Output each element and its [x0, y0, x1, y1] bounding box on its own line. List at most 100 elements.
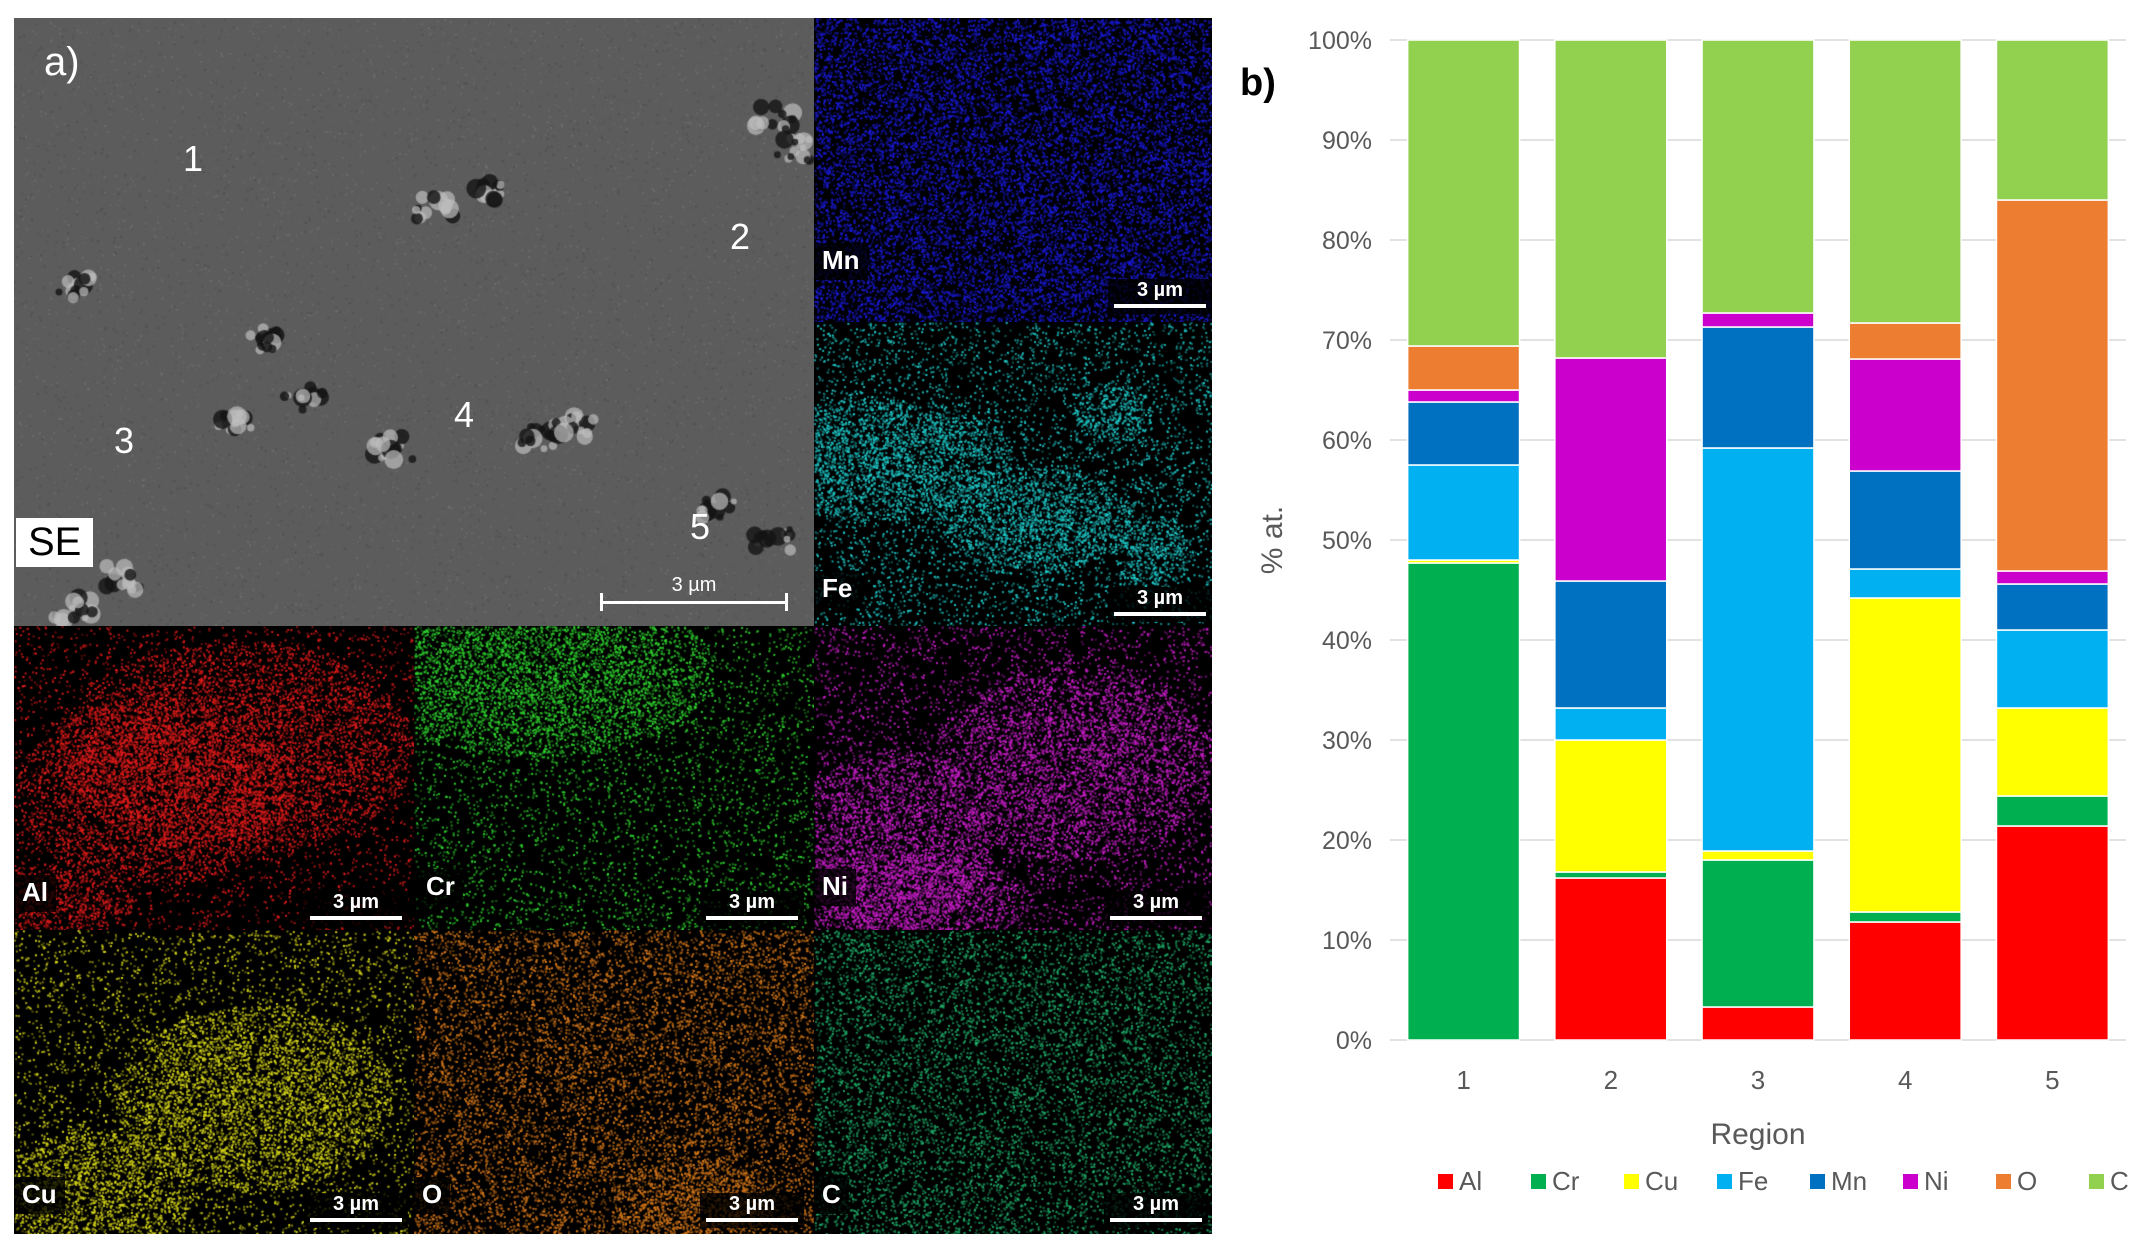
bar-segment-cr-region-5 — [1995, 795, 2110, 827]
legend-swatch-ni — [1903, 1174, 1918, 1189]
y-tick-label: 70% — [1322, 327, 1372, 355]
map-mn-scalebar: 3 µm — [1108, 279, 1212, 314]
map-cr: Cr 3 µm — [414, 626, 814, 930]
bar-segment-fe-region-5 — [1995, 629, 2110, 709]
se-scalebar-label: 3 µm — [671, 574, 717, 596]
map-cu: Cu 3 µm — [14, 930, 414, 1234]
bar-segment-mn-region-1 — [1406, 401, 1521, 466]
legend-swatch-o — [1996, 1174, 2011, 1189]
bar-segment-fe-region-3 — [1701, 447, 1815, 852]
map-cr-texture — [414, 626, 814, 930]
bar-segment-al-region-3 — [1701, 1006, 1815, 1041]
legend-swatch-mn — [1810, 1174, 1825, 1189]
map-al-scalebar-label: 3 µm — [333, 891, 379, 913]
map-al-label: Al — [14, 875, 56, 912]
bar-segment-cu-region-4 — [1848, 597, 1962, 913]
map-cr-label: Cr — [418, 869, 463, 906]
y-tick-label: 30% — [1322, 727, 1372, 755]
x-tick-label: 3 — [1751, 1065, 1765, 1095]
legend-label-al: Al — [1459, 1166, 1482, 1196]
map-c-scalebar: 3 µm — [1104, 1193, 1208, 1228]
map-fe-scalebar-line — [1114, 612, 1206, 616]
y-tick-label: 40% — [1322, 627, 1372, 655]
map-al-scalebar: 3 µm — [304, 891, 408, 926]
map-ni-scalebar: 3 µm — [1104, 891, 1208, 926]
x-tick-label: 2 — [1604, 1065, 1618, 1095]
legend-label-cr: Cr — [1552, 1166, 1580, 1196]
map-c-scalebar-line — [1110, 1218, 1202, 1222]
map-al-scalebar-line — [310, 916, 402, 920]
bar-segment-al-region-5 — [1995, 825, 2110, 1041]
bar-segment-c-region-4 — [1848, 39, 1962, 324]
region-label-3: 3 — [114, 420, 135, 461]
map-fe-scalebar: 3 µm — [1108, 587, 1212, 622]
map-ni-scalebar-label: 3 µm — [1133, 891, 1179, 913]
bar-segment-fe-region-4 — [1848, 568, 1962, 599]
y-tick-label: 0% — [1336, 1027, 1372, 1055]
y-tick-label: 20% — [1322, 827, 1372, 855]
map-cu-scalebar-label: 3 µm — [333, 1193, 379, 1215]
map-ni-scalebar-line — [1110, 916, 1202, 920]
y-tick-label: 100% — [1308, 27, 1372, 55]
map-al-texture — [14, 626, 414, 930]
se-label: SE — [16, 518, 94, 567]
map-mn-scalebar-line — [1114, 304, 1206, 308]
x-axis-title: Region — [1710, 1118, 1805, 1151]
x-tick-label: 4 — [1898, 1065, 1912, 1095]
map-o: O 3 µm — [414, 930, 814, 1234]
map-cu-scalebar: 3 µm — [304, 1193, 408, 1228]
legend-swatch-fe — [1717, 1174, 1732, 1189]
y-axis-title: % at. — [1256, 506, 1289, 574]
panel-b-label: b) — [1240, 62, 1276, 104]
map-c-label: C — [814, 1177, 849, 1214]
bar-segment-fe-region-2 — [1554, 707, 1668, 741]
bar-segment-cr-region-3 — [1701, 859, 1815, 1008]
bar-segment-cu-region-3 — [1701, 850, 1815, 861]
bar-segment-ni-region-4 — [1848, 358, 1962, 472]
legend-label-c: C — [2110, 1166, 2129, 1196]
bar-segment-c-region-5 — [1995, 39, 2110, 201]
x-tick-label: 5 — [2045, 1065, 2059, 1095]
map-c-texture — [814, 930, 1212, 1234]
bar-segment-al-region-4 — [1848, 921, 1962, 1041]
bar-segment-ni-region-5 — [1995, 570, 2110, 585]
bar-segment-ni-region-3 — [1701, 312, 1815, 328]
legend-label-ni: Ni — [1924, 1166, 1949, 1196]
legend-label-fe: Fe — [1738, 1166, 1768, 1196]
map-o-scalebar-label: 3 µm — [729, 1193, 775, 1215]
map-ni-label: Ni — [814, 869, 856, 906]
bar-segment-ni-region-1 — [1406, 389, 1521, 403]
region-label-2: 2 — [730, 216, 751, 257]
legend-swatch-cu — [1624, 1174, 1639, 1189]
legend-label-mn: Mn — [1831, 1166, 1867, 1196]
map-cr-scalebar-label: 3 µm — [729, 891, 775, 913]
bar-segment-o-region-5 — [1995, 199, 2110, 572]
map-cu-scalebar-line — [310, 1218, 402, 1222]
bar-segment-mn-region-5 — [1995, 583, 2110, 631]
bar-segment-o-region-4 — [1848, 322, 1962, 360]
map-o-texture — [414, 930, 814, 1234]
legend-swatch-cr — [1531, 1174, 1546, 1189]
bar-segment-cr-region-2 — [1554, 871, 1668, 879]
bar-segment-mn-region-4 — [1848, 470, 1962, 570]
bar-segment-fe-region-1 — [1406, 464, 1521, 561]
map-mn-label: Mn — [814, 243, 868, 280]
map-o-scalebar: 3 µm — [700, 1193, 804, 1228]
bar-segment-c-region-2 — [1554, 39, 1668, 359]
map-fe-texture — [814, 322, 1212, 626]
map-fe-label: Fe — [814, 571, 861, 608]
map-cr-scalebar: 3 µm — [700, 891, 804, 926]
se-image — [14, 18, 814, 626]
legend-swatch-al — [1438, 1174, 1453, 1189]
bar-segment-al-region-2 — [1554, 877, 1668, 1041]
bar-segment-c-region-3 — [1701, 39, 1815, 314]
se-scalebar-line — [600, 593, 788, 611]
map-mn-scalebar-label: 3 µm — [1137, 279, 1183, 301]
y-tick-label: 80% — [1322, 227, 1372, 255]
map-cu-texture — [14, 930, 414, 1234]
bar-segment-cu-region-5 — [1995, 707, 2110, 797]
x-tick-label: 1 — [1456, 1065, 1470, 1095]
y-tick-label: 60% — [1322, 427, 1372, 455]
bar-segment-mn-region-3 — [1701, 326, 1815, 449]
map-ni-texture — [814, 626, 1212, 930]
